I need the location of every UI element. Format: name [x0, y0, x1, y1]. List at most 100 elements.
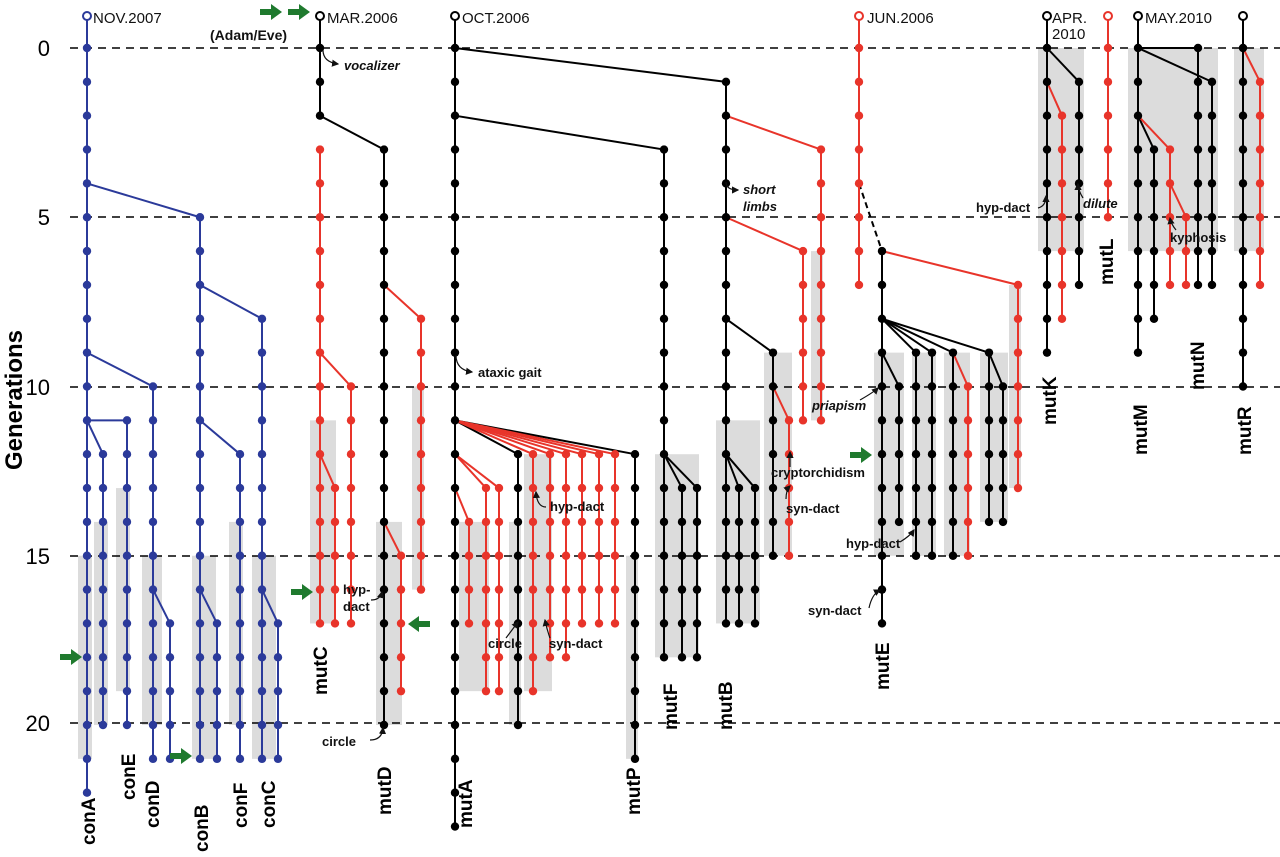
generation-node	[1255, 179, 1265, 188]
generation-node	[235, 619, 245, 628]
branch-connector	[881, 318, 917, 354]
generation-node	[877, 619, 887, 628]
generation-node	[692, 517, 702, 527]
generation-node	[257, 686, 267, 696]
generation-node	[330, 551, 340, 560]
generation-node	[721, 145, 731, 154]
generation-node	[577, 450, 587, 459]
generation-node	[854, 77, 864, 87]
generation-node	[768, 551, 778, 560]
generation-node	[464, 619, 474, 628]
generation-node	[1181, 246, 1191, 256]
generation-node	[148, 653, 158, 662]
generation-node	[1074, 179, 1084, 188]
founder-node	[1103, 11, 1113, 21]
branch-connector	[1169, 182, 1187, 218]
line-name-conC: conC	[259, 780, 280, 828]
generation-node	[450, 382, 460, 391]
generation-node	[122, 619, 132, 628]
generation-node	[1193, 246, 1203, 256]
generation-node	[481, 517, 491, 527]
generation-node	[659, 450, 669, 459]
generation-node	[561, 619, 571, 628]
generation-node	[82, 43, 92, 53]
generation-node	[235, 585, 245, 594]
generation-node	[721, 450, 731, 459]
generation-node	[481, 653, 491, 662]
branch-connector	[1137, 115, 1155, 150]
generation-node	[577, 483, 587, 493]
generation-node	[122, 585, 132, 594]
generation-node	[450, 77, 460, 87]
branch-connector	[1137, 47, 1213, 83]
generation-node	[379, 246, 389, 256]
annotation-cryptorchidism: cryptorchidism	[771, 465, 865, 480]
generation-node	[948, 517, 958, 527]
generation-node	[1103, 77, 1113, 87]
generation-node	[396, 585, 406, 594]
generation-node	[816, 416, 826, 425]
generation-node	[1057, 246, 1067, 256]
generation-node	[877, 483, 887, 493]
generation-node	[330, 585, 340, 594]
branch-connector	[383, 521, 402, 557]
generation-node	[379, 653, 389, 662]
generation-node	[594, 619, 604, 628]
generation-node	[1193, 111, 1203, 120]
generation-node	[594, 450, 604, 459]
generation-node	[82, 213, 92, 222]
generation-node	[734, 551, 744, 560]
generation-node	[816, 179, 826, 188]
generation-node	[346, 517, 356, 527]
branch-connector	[663, 453, 698, 489]
generation-node	[528, 551, 538, 560]
generation-node	[82, 246, 92, 256]
generation-node	[1181, 213, 1191, 222]
generation-node	[379, 585, 389, 594]
generation-node	[346, 382, 356, 391]
generation-node	[379, 280, 389, 290]
generation-node	[659, 517, 669, 527]
generation-node	[494, 619, 504, 628]
generation-node	[513, 483, 523, 493]
generation-node	[315, 483, 325, 493]
generation-node	[450, 822, 460, 831]
generation-node	[927, 551, 937, 560]
generation-node	[1238, 213, 1248, 222]
generation-node	[877, 246, 887, 256]
branch-connector	[86, 351, 154, 388]
generation-node	[257, 450, 267, 459]
generation-node	[148, 483, 158, 493]
line-name-mutR: mutR	[1235, 406, 1256, 455]
generation-node	[911, 517, 921, 527]
generation-node	[122, 483, 132, 493]
generation-node	[1133, 280, 1143, 290]
generation-node	[659, 382, 669, 391]
generation-node	[545, 551, 555, 560]
y-tick: 5	[38, 205, 50, 230]
generation-node	[494, 483, 504, 493]
generation-node	[721, 246, 731, 256]
founder-node	[1133, 11, 1143, 21]
generation-node	[854, 111, 864, 120]
generation-node	[195, 382, 205, 391]
generation-node	[963, 416, 973, 425]
branch-connector	[454, 453, 500, 489]
line-name-mutK: mutK	[1040, 376, 1061, 425]
green-arrow-icon	[260, 4, 282, 20]
generation-node	[450, 619, 460, 628]
generation-node	[98, 720, 108, 730]
generation-node	[379, 483, 389, 493]
generation-node	[98, 653, 108, 662]
generation-node	[998, 416, 1008, 425]
founder-node	[854, 11, 864, 21]
generation-node	[315, 43, 325, 53]
generation-node	[545, 517, 555, 527]
generation-node	[894, 416, 904, 425]
generation-node	[692, 653, 702, 662]
generation-node	[1074, 280, 1084, 290]
generation-node	[1103, 111, 1113, 120]
generation-node	[212, 754, 222, 764]
generation-node	[257, 619, 267, 628]
branch-connector	[881, 352, 900, 387]
